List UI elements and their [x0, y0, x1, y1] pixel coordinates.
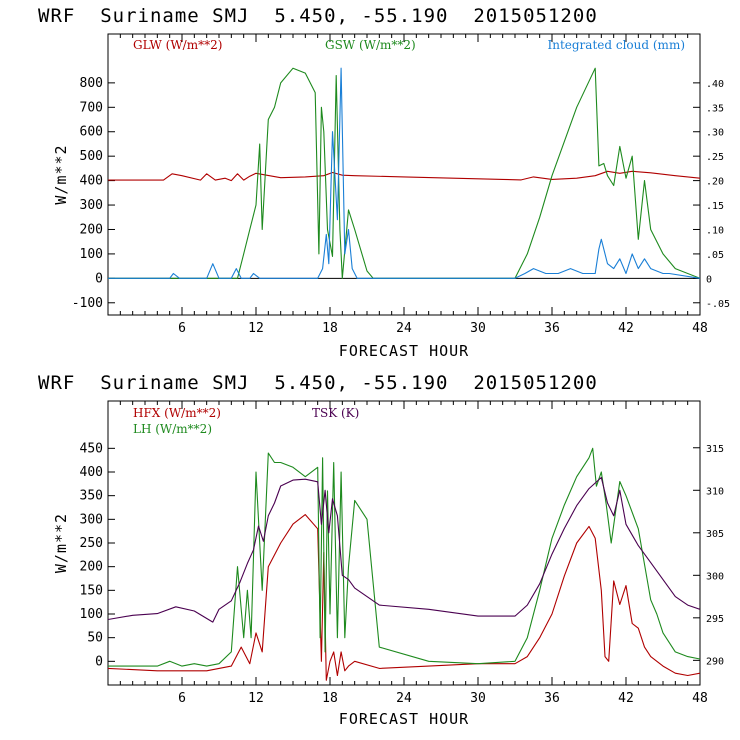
y-tick-label: 200: [80, 560, 103, 575]
x-tick-label: 18: [322, 321, 338, 336]
x-tick-label: 12: [248, 691, 264, 706]
y2-tick-label: 0: [706, 274, 712, 285]
series-line-tsk: [108, 476, 700, 623]
y-tick-label: 200: [80, 222, 103, 237]
x-tick-label: 24: [396, 691, 412, 706]
chart-panel-2: WRF Suriname SMJ 5.450, -55.190 20150512…: [38, 372, 724, 728]
y2-tick-label: .25: [706, 152, 724, 163]
x-tick-label: 6: [178, 691, 186, 706]
x-tick-label: 30: [470, 691, 486, 706]
chart-title: WRF Suriname SMJ 5.450, -55.190 20150512…: [38, 372, 598, 394]
x-tick-label: 48: [692, 691, 708, 706]
y-tick-label: 300: [80, 198, 103, 213]
chart-panel-1: WRF Suriname SMJ 5.450, -55.190 20150512…: [38, 5, 730, 360]
x-tick-label: 48: [692, 321, 708, 336]
series-line-hfx: [108, 514, 700, 681]
legend-entry: GLW (W/m**2): [133, 38, 222, 52]
y2-tick-label: .40: [706, 79, 724, 90]
series-line-gsw: [108, 67, 700, 279]
legend-entry: HFX (W/m**2): [133, 406, 221, 420]
y-tick-label: 150: [80, 583, 103, 598]
y-axis-label: W/m**2: [52, 144, 70, 204]
y-tick-label: 50: [87, 631, 103, 646]
y2-tick-label: 310: [706, 486, 724, 497]
y-tick-label: 350: [80, 489, 103, 504]
y-tick-label: 400: [80, 174, 103, 189]
y-tick-label: 100: [80, 607, 103, 622]
chart-title: WRF Suriname SMJ 5.450, -55.190 20150512…: [38, 5, 598, 27]
legend-entry: Integrated cloud (mm): [547, 38, 685, 52]
y2-tick-label: .35: [706, 103, 724, 114]
x-tick-label: 30: [470, 321, 486, 336]
y-tick-label: 0: [95, 271, 103, 286]
series-line-lh: [108, 447, 700, 667]
x-axis-label: FORECAST HOUR: [339, 710, 469, 728]
y-tick-label: 450: [80, 441, 103, 456]
x-tick-label: 36: [544, 321, 560, 336]
y-tick-label: 600: [80, 125, 103, 140]
x-tick-label: 18: [322, 691, 338, 706]
y-tick-label: 700: [80, 100, 103, 115]
x-tick-label: 12: [248, 321, 264, 336]
series-line-integrated: [108, 67, 700, 279]
y-axis-label: W/m**2: [52, 513, 70, 573]
y-tick-label: 500: [80, 149, 103, 164]
legend-entry: TSK (K): [312, 406, 359, 420]
y2-tick-label: 305: [706, 529, 724, 540]
y2-tick-label: 290: [706, 656, 724, 667]
y-tick-label: -100: [72, 296, 103, 311]
y-tick-label: 800: [80, 76, 103, 91]
y-tick-label: 300: [80, 512, 103, 527]
x-tick-label: 6: [178, 321, 186, 336]
y2-tick-label: .15: [706, 201, 724, 212]
y2-tick-label: 315: [706, 444, 724, 455]
y2-tick-label: .10: [706, 225, 724, 236]
legend-entry: LH (W/m**2): [133, 422, 212, 436]
y-tick-label: 400: [80, 465, 103, 480]
y2-tick-label: .05: [706, 250, 724, 261]
y-tick-label: 100: [80, 247, 103, 262]
x-tick-label: 42: [618, 321, 634, 336]
x-tick-label: 24: [396, 321, 412, 336]
plot-frame: [107, 33, 701, 316]
y2-tick-label: -.05: [706, 299, 730, 310]
legend-entry: GSW (W/m**2): [325, 38, 416, 52]
y2-tick-label: .20: [706, 177, 724, 188]
x-axis-label: FORECAST HOUR: [339, 342, 469, 360]
series-line-glw: [108, 170, 700, 182]
y2-tick-label: 295: [706, 614, 724, 625]
y-tick-label: 250: [80, 536, 103, 551]
x-tick-label: 36: [544, 691, 560, 706]
y2-tick-label: 300: [706, 571, 724, 582]
y-tick-label: 0: [95, 654, 103, 669]
y2-tick-label: .30: [706, 128, 724, 139]
x-tick-label: 42: [618, 691, 634, 706]
